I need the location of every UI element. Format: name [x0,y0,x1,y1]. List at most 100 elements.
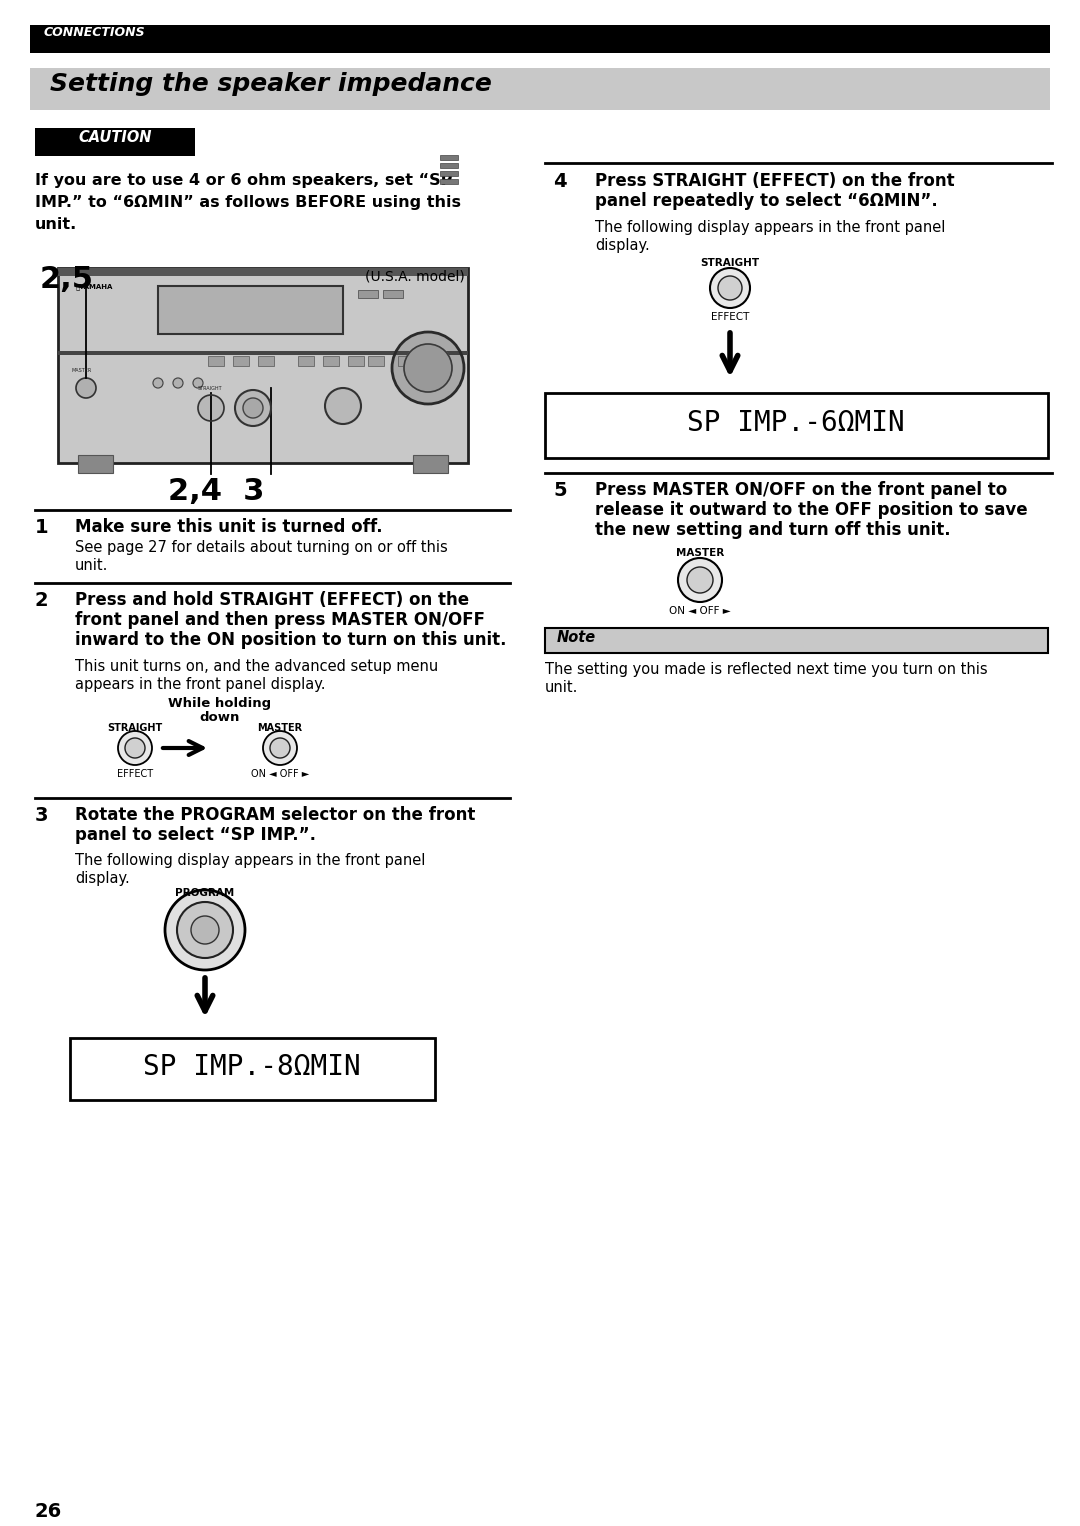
Text: PROGRAM: PROGRAM [175,888,234,897]
Text: Make sure this unit is turned off.: Make sure this unit is turned off. [75,517,382,536]
Text: appears in the front panel display.: appears in the front panel display. [75,678,325,691]
Text: panel repeatedly to select “6ΩMIN”.: panel repeatedly to select “6ΩMIN”. [595,192,937,211]
Text: ON ◄ OFF ►: ON ◄ OFF ► [670,606,731,617]
Text: MASTER: MASTER [676,548,724,559]
Circle shape [235,391,271,426]
Text: unit.: unit. [545,681,579,694]
Bar [78,455,113,473]
Bar [30,24,1050,53]
Circle shape [153,378,163,388]
Circle shape [270,739,291,758]
Circle shape [76,378,96,398]
Bar [357,290,378,298]
Bar [413,455,448,473]
Text: 4: 4 [553,172,567,191]
Circle shape [710,269,750,308]
Bar [35,128,195,156]
Text: 2,5: 2,5 [40,266,94,295]
Text: 26: 26 [35,1502,63,1521]
Text: See page 27 for details about turning on or off this: See page 27 for details about turning on… [75,540,448,555]
Text: The setting you made is reflected next time you turn on this: The setting you made is reflected next t… [545,662,987,678]
Text: (U.S.A. model): (U.S.A. model) [365,270,465,284]
Circle shape [243,398,264,418]
Bar [440,156,458,160]
Text: panel to select “SP IMP.”.: panel to select “SP IMP.”. [75,826,316,844]
Circle shape [165,890,245,971]
Circle shape [678,559,723,601]
Text: Press STRAIGHT (EFFECT) on the front: Press STRAIGHT (EFFECT) on the front [595,172,955,191]
Circle shape [173,378,183,388]
Circle shape [718,276,742,301]
Bar [323,356,339,366]
Text: If you are to use 4 or 6 ohm speakers, set “SP: If you are to use 4 or 6 ohm speakers, s… [35,172,453,188]
Bar [58,269,468,462]
Text: SP IMP.-8ΩMIN: SP IMP.-8ΩMIN [144,1053,361,1080]
Circle shape [193,378,203,388]
Text: STRAIGHT: STRAIGHT [107,723,163,732]
Text: 2,4  3: 2,4 3 [168,478,265,507]
Text: Note: Note [557,630,596,645]
Text: CAUTION: CAUTION [78,130,152,145]
Text: ⓨYAMAHA: ⓨYAMAHA [76,282,113,290]
Text: Rotate the PROGRAM selector on the front: Rotate the PROGRAM selector on the front [75,806,475,824]
Bar [418,356,434,366]
Bar [58,269,468,276]
Text: The following display appears in the front panel: The following display appears in the fro… [75,853,426,868]
Text: SP IMP.-6ΩMIN: SP IMP.-6ΩMIN [687,409,905,436]
Bar [70,1038,435,1100]
Text: MASTER: MASTER [72,368,92,372]
Text: 2: 2 [35,591,49,610]
Circle shape [125,739,145,758]
Bar [233,356,249,366]
Text: IMP.” to “6ΩMIN” as follows BEFORE using this: IMP.” to “6ΩMIN” as follows BEFORE using… [35,195,461,211]
Bar [440,179,458,185]
Circle shape [118,731,152,765]
Bar [368,356,384,366]
Bar [258,356,274,366]
Text: unit.: unit. [35,217,78,232]
Text: STRAIGHT: STRAIGHT [701,258,759,269]
Bar [383,290,403,298]
Text: Press and hold STRAIGHT (EFFECT) on the: Press and hold STRAIGHT (EFFECT) on the [75,591,469,609]
Bar [545,394,1048,458]
Text: front panel and then press MASTER ON/OFF: front panel and then press MASTER ON/OFF [75,610,485,629]
Text: EFFECT: EFFECT [117,769,153,778]
Text: release it outward to the OFF position to save: release it outward to the OFF position t… [595,501,1028,519]
Circle shape [191,916,219,945]
Text: down: down [200,711,240,723]
Text: inward to the ON position to turn on this unit.: inward to the ON position to turn on thi… [75,630,507,649]
Text: unit.: unit. [75,559,108,572]
Circle shape [177,902,233,958]
Text: the new setting and turn off this unit.: the new setting and turn off this unit. [595,520,950,539]
Text: Setting the speaker impedance: Setting the speaker impedance [50,72,491,96]
Text: MASTER: MASTER [257,723,302,732]
Circle shape [392,333,464,404]
Circle shape [404,343,453,392]
Bar [30,69,1050,110]
Circle shape [264,731,297,765]
Text: The following display appears in the front panel: The following display appears in the fro… [595,220,945,235]
Bar [545,629,1048,653]
Text: 5: 5 [553,481,567,501]
Bar [298,356,314,366]
Text: display.: display. [75,871,130,887]
Text: While holding: While holding [168,697,271,710]
Text: STRAIGHT: STRAIGHT [198,386,222,391]
Bar [348,356,364,366]
Text: ON ◄ OFF ►: ON ◄ OFF ► [251,769,309,778]
Text: This unit turns on, and the advanced setup menu: This unit turns on, and the advanced set… [75,659,438,674]
Bar [208,356,224,366]
Text: Press MASTER ON/OFF on the front panel to: Press MASTER ON/OFF on the front panel t… [595,481,1008,499]
Text: 1: 1 [35,517,49,537]
Bar [399,356,414,366]
Circle shape [325,388,361,424]
Text: EFFECT: EFFECT [711,311,750,322]
Text: CONNECTIONS: CONNECTIONS [44,26,146,40]
Bar [158,285,343,334]
Circle shape [198,395,224,421]
Text: 3: 3 [35,806,49,826]
Circle shape [687,568,713,594]
Bar [440,163,458,168]
Text: display.: display. [595,238,650,253]
Bar [58,351,468,356]
